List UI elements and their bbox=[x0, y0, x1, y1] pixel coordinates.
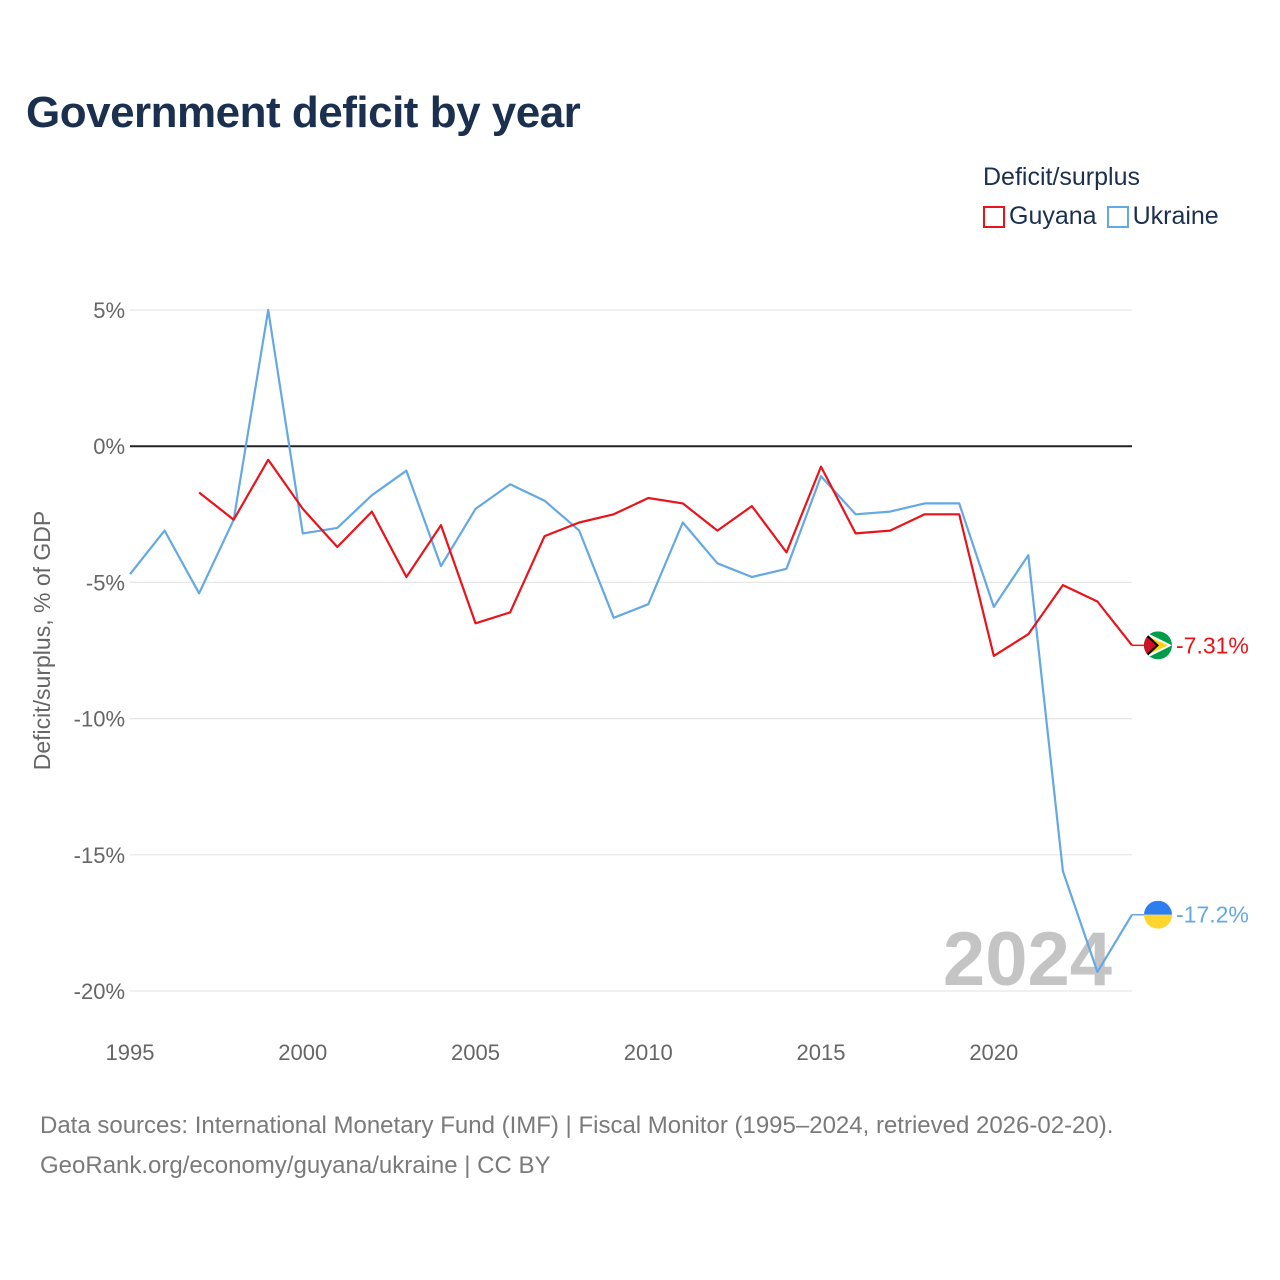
y-axis-label: Deficit/surplus, % of GDP bbox=[29, 511, 55, 770]
x-axis-ticks: 1995 2000 2005 2010 2015 2020 bbox=[106, 1040, 1019, 1065]
end-label-ukraine: -17.2% bbox=[1176, 902, 1249, 928]
series-lines bbox=[129, 308, 1144, 974]
legend-swatch-ukraine bbox=[1106, 205, 1129, 228]
gridlines bbox=[130, 309, 1132, 992]
ukraine-flag-icon bbox=[1144, 900, 1172, 929]
series-line-ukraine bbox=[129, 308, 1133, 974]
y-tick-label: -10% bbox=[74, 707, 125, 732]
legend-item-guyana[interactable]: Guyana bbox=[983, 202, 1097, 231]
y-tick-label: 5% bbox=[93, 298, 125, 323]
source-note: Data sources: International Monetary Fun… bbox=[40, 1106, 1113, 1186]
legend-label-ukraine: Ukraine bbox=[1132, 202, 1219, 230]
guyana-flag-icon bbox=[1144, 631, 1172, 660]
source-line-2: GeoRank.org/economy/guyana/ukraine | CC … bbox=[40, 1152, 551, 1179]
series-line-guyana bbox=[198, 458, 1133, 658]
legend-label-guyana: Guyana bbox=[1009, 202, 1097, 230]
year-watermark: 2024 bbox=[943, 917, 1112, 1002]
x-tick-label: 2005 bbox=[451, 1040, 500, 1065]
legend-title: Deficit/surplus bbox=[983, 163, 1140, 191]
series-end-markers: -17.2% -7.31% bbox=[1144, 631, 1249, 929]
line-chart: 5% 0% -5% -10% -15% -20% 1995 2000 2005 2010 2015… bbox=[29, 298, 1249, 1065]
source-line-1: Data sources: International Monetary Fun… bbox=[40, 1112, 1114, 1139]
legend-item-ukraine[interactable]: Ukraine bbox=[1106, 202, 1219, 231]
end-label-guyana: -7.31% bbox=[1176, 632, 1249, 658]
y-tick-label: 0% bbox=[93, 434, 125, 459]
y-axis-ticks: 5% 0% -5% -10% -15% -20% bbox=[74, 298, 125, 1004]
x-tick-label: 1995 bbox=[106, 1040, 155, 1065]
y-tick-label: -15% bbox=[74, 843, 125, 868]
x-tick-label: 2000 bbox=[278, 1040, 327, 1065]
x-tick-label: 2020 bbox=[969, 1040, 1018, 1065]
x-tick-label: 2015 bbox=[797, 1040, 846, 1065]
legend-swatch-guyana bbox=[983, 205, 1005, 228]
y-tick-label: -20% bbox=[74, 979, 125, 1004]
y-tick-label: -5% bbox=[86, 570, 125, 595]
legend: Deficit/surplus Guyana Ukraine bbox=[983, 163, 1219, 231]
x-tick-label: 2010 bbox=[624, 1040, 673, 1065]
chart-title: Government deficit by year bbox=[26, 88, 581, 137]
